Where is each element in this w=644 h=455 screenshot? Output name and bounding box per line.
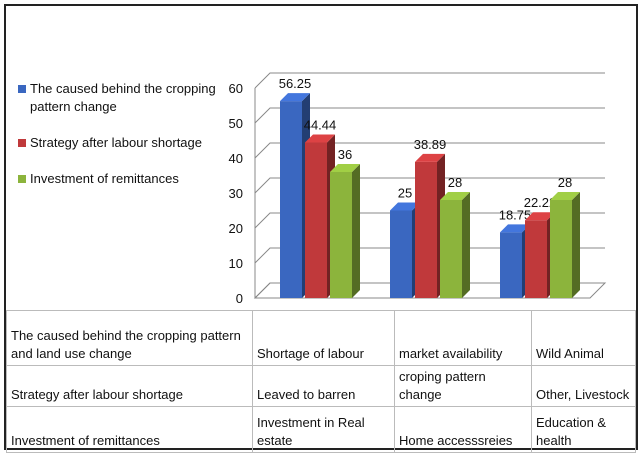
data-label: 56.25	[279, 76, 312, 91]
bar-top	[330, 164, 360, 172]
table-row: The caused behind the cropping pattern a…	[6, 310, 636, 366]
grid-line	[254, 282, 605, 299]
grid-line	[254, 142, 605, 159]
table-cell: The caused behind the cropping pattern a…	[6, 310, 253, 366]
bar-side	[462, 192, 470, 298]
table-cell: Education & health	[531, 406, 636, 453]
grid-line	[254, 247, 605, 264]
grid-line	[254, 72, 605, 89]
data-label: 44.44	[304, 117, 337, 132]
bar-top	[415, 153, 445, 162]
data-label: 38.89	[414, 137, 447, 152]
legend-item: The caused behind the cropping pattern c…	[18, 80, 218, 116]
table-cell: Leaved to barren	[252, 365, 395, 407]
bar-front	[415, 161, 437, 298]
y-tick-label: 60	[229, 81, 243, 96]
data-table: The caused behind the cropping pattern a…	[6, 310, 636, 453]
data-label: 28	[558, 175, 572, 190]
y-tick-label: 40	[229, 151, 243, 166]
bar-front	[440, 200, 462, 298]
bar-top	[305, 134, 335, 143]
table-cell: Investment in Real estate	[252, 406, 395, 453]
legend-swatch	[18, 175, 26, 183]
data-label: 18.75	[499, 207, 532, 222]
legend-label: Strategy after labour shortage	[30, 135, 202, 150]
bar	[330, 164, 360, 298]
bar-front	[500, 232, 522, 298]
grid-line	[254, 177, 605, 194]
table-cell: Shortage of labour	[252, 310, 395, 366]
bar-top	[390, 202, 420, 211]
bar-front	[305, 142, 327, 298]
bar-front	[280, 101, 302, 298]
bar-top	[500, 224, 530, 233]
bar-top	[525, 212, 555, 221]
table-cell: croping pattern change	[394, 365, 532, 407]
grid-line	[254, 212, 605, 229]
bar	[440, 192, 470, 298]
bar-front	[550, 200, 572, 298]
legend-swatch	[18, 139, 26, 147]
table-row: Strategy after labour shortage Leaved to …	[6, 365, 636, 407]
data-label: 36	[338, 147, 352, 162]
bar-top	[280, 93, 310, 102]
bar	[550, 192, 580, 298]
bar-side	[352, 164, 360, 298]
legend: The caused behind the cropping pattern c…	[18, 80, 218, 206]
data-label: 25	[398, 186, 412, 201]
legend-item: Strategy after labour shortage	[18, 134, 218, 152]
table-cell: market availability	[394, 310, 532, 366]
bar-side	[572, 192, 580, 298]
y-tick-label: 10	[229, 256, 243, 271]
y-tick-label: 0	[236, 291, 243, 306]
data-label: 22.22	[524, 195, 557, 210]
bar-front	[390, 210, 412, 298]
y-tick-label: 30	[229, 186, 243, 201]
table-row: Investment of remittances Investment in R…	[6, 406, 636, 453]
bar-top	[550, 192, 580, 200]
table-cell: Wild Animal	[531, 310, 636, 366]
grid-line	[254, 107, 605, 124]
y-tick-label: 50	[229, 116, 243, 131]
bar-top	[440, 192, 470, 200]
legend-label: The caused behind the cropping pattern c…	[30, 81, 216, 114]
bar-front	[330, 172, 352, 298]
bar-front	[525, 220, 547, 298]
legend-swatch	[18, 85, 26, 93]
table-cell: Other, Livestock	[531, 365, 636, 407]
legend-label: Investment of remittances	[30, 171, 179, 186]
legend-item: Investment of remittances	[18, 170, 218, 188]
table-cell: Investment of remittances	[6, 406, 253, 453]
table-cell: Home accesssreies	[394, 406, 532, 453]
y-tick-label: 20	[229, 221, 243, 236]
data-label: 28	[448, 175, 462, 190]
table-cell: Strategy after labour shortage	[6, 365, 253, 407]
